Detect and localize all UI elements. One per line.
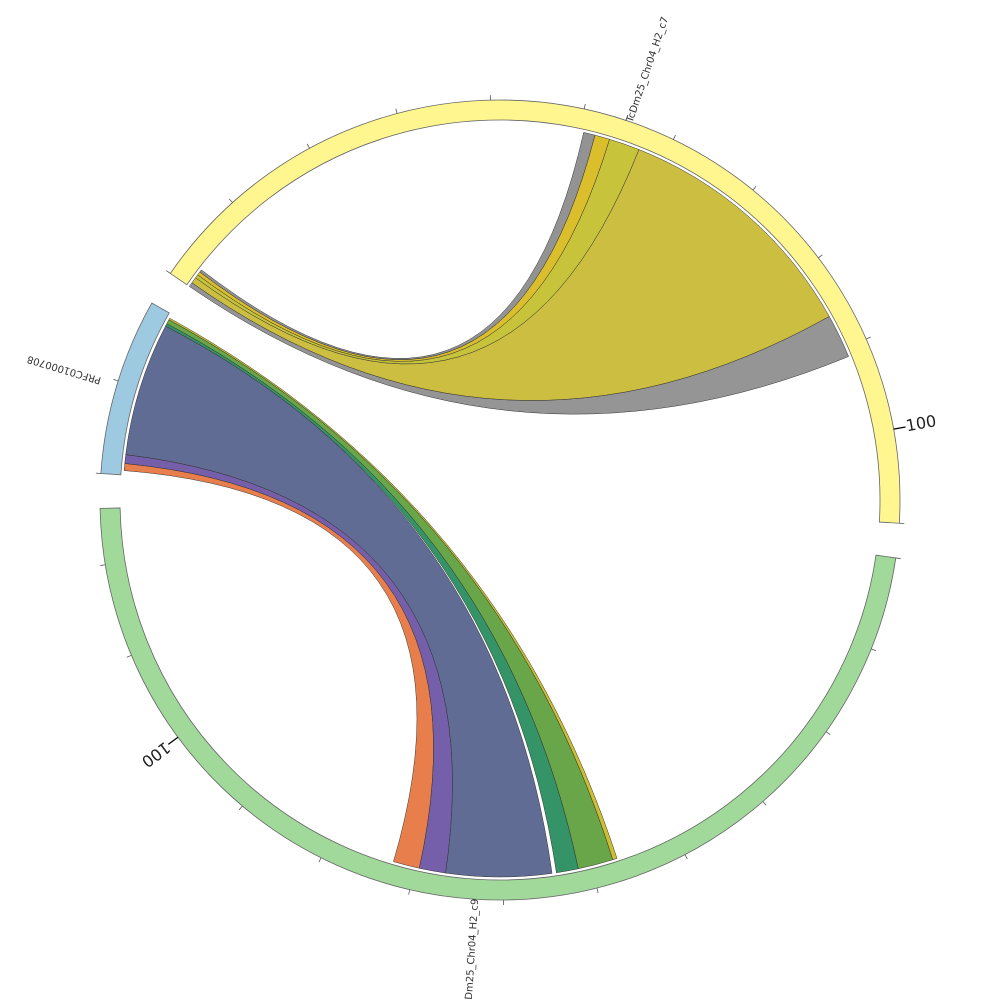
tick-mark	[396, 109, 397, 114]
ribbon-layer	[124, 132, 848, 877]
tick-mark	[239, 806, 242, 810]
tick-mark	[307, 144, 309, 148]
tick-mark	[894, 427, 906, 429]
tick-mark	[166, 271, 170, 274]
segment-label-c7: TcDm25_Chr04_H2_c7	[624, 15, 671, 125]
tick-mark	[896, 558, 901, 559]
tick-label: 100	[138, 738, 174, 771]
tick-mark	[673, 135, 675, 140]
segment-label-prfc: PRFC01000708	[26, 353, 103, 385]
tick-mark	[763, 802, 766, 806]
tick-mark	[409, 890, 410, 895]
tick-mark	[685, 855, 687, 859]
tick-mark	[113, 379, 118, 380]
tick-label: 100	[904, 411, 937, 435]
tick-mark	[229, 199, 232, 203]
tick-mark	[866, 337, 871, 339]
tick-mark	[100, 565, 105, 566]
tick-mark	[319, 858, 321, 862]
tick-mark	[597, 888, 598, 893]
tick-mark	[127, 655, 132, 657]
tick-mark	[753, 186, 756, 190]
segment-label-c9: TcDm25_Chr04_H2_c9	[463, 898, 481, 1000]
tick-mark	[826, 732, 830, 735]
tick-mark	[168, 737, 178, 744]
tick-mark	[818, 255, 822, 258]
tick-mark	[584, 104, 585, 109]
tick-mark	[871, 649, 876, 651]
